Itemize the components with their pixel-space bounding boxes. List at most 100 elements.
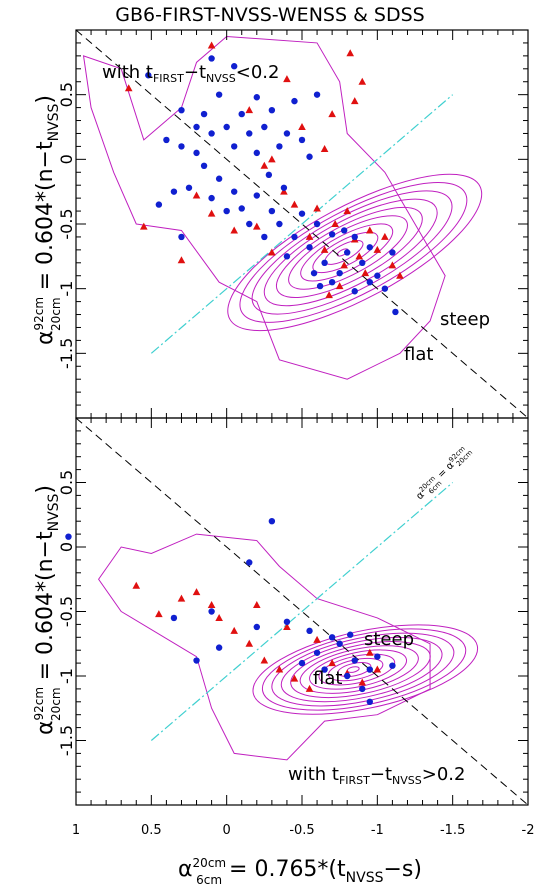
contour-level (280, 636, 443, 703)
x-tick-label: -2 (522, 823, 535, 838)
circle-point (215, 91, 223, 98)
triangle-point (361, 269, 370, 277)
bottom-panel: -1.5 -1 -0.5 0 0.5 with tFIRST−tNVSS>0.2 ste… (32, 417, 529, 806)
triangle-point (358, 678, 367, 686)
circle-point (298, 659, 306, 667)
circle-point (313, 649, 321, 656)
top-ticks (76, 30, 528, 418)
contour-level (263, 198, 438, 307)
circle-point (280, 184, 288, 191)
circle-point (253, 94, 260, 101)
circle-point (313, 220, 321, 228)
y-tick-label: 0 (57, 154, 76, 164)
contour-level (300, 223, 394, 282)
triangle-point (275, 665, 284, 673)
triangle-point (155, 610, 163, 618)
circle-point (268, 518, 276, 525)
triangle-point (124, 84, 133, 92)
triangle-point (280, 187, 288, 195)
triangle-point (177, 594, 186, 602)
circle-point (347, 631, 354, 638)
circle-point (208, 55, 215, 62)
circle-point (200, 110, 208, 118)
x-tick-label: 0 (223, 823, 231, 838)
circle-point (298, 136, 306, 144)
circle-point (366, 698, 373, 705)
triangle-point (298, 123, 306, 130)
circle-point (283, 130, 291, 137)
triangle-point (177, 256, 186, 264)
circle-point (389, 249, 396, 256)
triangle-point (207, 601, 216, 609)
triangle-point (388, 261, 397, 269)
circle-point (193, 149, 200, 157)
circle-point (193, 657, 200, 664)
circle-point (268, 106, 276, 114)
circle-point (246, 220, 253, 228)
circle-point (276, 143, 283, 150)
circle-point (344, 249, 351, 256)
circle-point (253, 192, 260, 199)
triangle-point (260, 656, 269, 664)
triangle-point (230, 626, 238, 634)
circle-point (306, 627, 313, 635)
circle-point (316, 282, 324, 290)
contour-level (337, 662, 372, 678)
circle-point (283, 253, 291, 260)
triangle-point (343, 207, 351, 215)
contour-level (346, 666, 360, 673)
circle-point (238, 110, 245, 118)
y-tick-label: -1 (57, 281, 76, 297)
circle-point (328, 279, 336, 286)
circle-point (351, 233, 358, 241)
contour-outer (82, 35, 446, 380)
contour-level (275, 206, 423, 298)
circle-point (340, 227, 348, 234)
top-flat-label: flat (404, 344, 433, 365)
circle-point (344, 672, 351, 680)
circle-point (283, 618, 291, 626)
circle-point (306, 153, 313, 160)
bottom-line-label: α20cm6cm = α92cm20cm (413, 443, 474, 504)
circle-point (268, 207, 276, 215)
y-tick-label: -0.5 (57, 596, 76, 627)
triangle-point (245, 106, 254, 114)
circle-point (336, 269, 343, 277)
circle-point (321, 666, 328, 673)
triangle-point (305, 232, 314, 240)
circle-point (381, 285, 389, 292)
circle-point (208, 130, 215, 137)
circle-point (261, 233, 268, 241)
y-tick-label: -0.5 (57, 208, 76, 239)
triangle-point (313, 204, 321, 212)
circle-point (208, 608, 215, 615)
circle-point (231, 188, 238, 195)
circle-point (291, 97, 298, 105)
top-contours (82, 35, 483, 380)
x-tick-labels: 1 0.5 0 -0.5 -1 -1.5 -2 (72, 823, 535, 838)
triangle-point (245, 639, 254, 647)
contour-outer (97, 533, 431, 761)
triangle-point (283, 622, 291, 630)
circle-point (261, 123, 268, 131)
triangle-point (340, 261, 348, 269)
triangle-point (290, 200, 299, 208)
triangle-point (328, 110, 336, 118)
triangle-point (260, 161, 269, 169)
contour-level (227, 173, 483, 332)
bottom-annotation: with tFIRST−tNVSS>0.2 (288, 764, 465, 787)
circle-point (246, 130, 253, 137)
contour-level (239, 182, 468, 323)
circle-point (392, 308, 399, 316)
bottom-y-tick-labels: -1.5 -1 -0.5 0 0.5 (57, 470, 76, 756)
circle-point (170, 614, 178, 622)
triangle-point (335, 282, 344, 290)
circle-point (231, 63, 238, 70)
circle-point (291, 233, 298, 241)
circle-point (178, 233, 185, 241)
circle-point (155, 201, 163, 208)
circle-point (366, 666, 373, 673)
triangle-point (320, 144, 329, 152)
bottom-data-marks (65, 518, 396, 705)
circle-point (231, 143, 238, 150)
